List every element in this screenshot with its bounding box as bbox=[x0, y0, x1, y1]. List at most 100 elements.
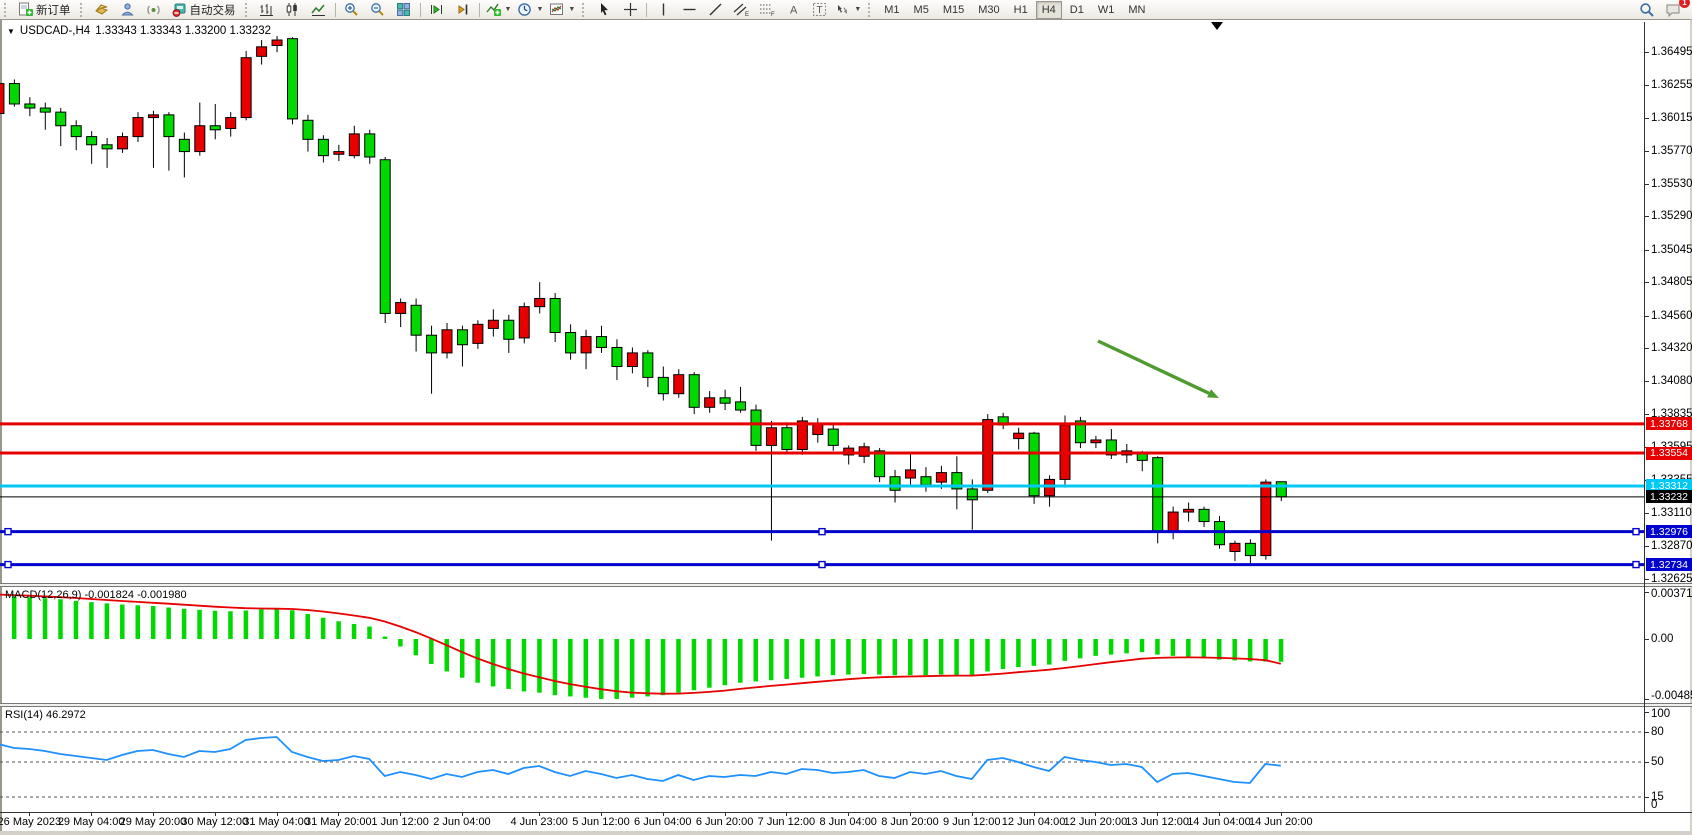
indicators-button[interactable]: ▼ bbox=[483, 0, 515, 19]
panel-separator-rsi[interactable] bbox=[0, 703, 1692, 707]
arrows-tool-button[interactable]: ▼ bbox=[832, 0, 864, 19]
macd-tick-label: 0.00 bbox=[1651, 633, 1674, 645]
rsi-tick-label: 15 bbox=[1651, 791, 1664, 803]
main-chart-canvas[interactable] bbox=[0, 22, 1644, 583]
vertical-line-tool-button[interactable] bbox=[650, 0, 676, 19]
price-tick bbox=[1645, 249, 1649, 251]
new-order-button[interactable]: 新订单 bbox=[13, 0, 76, 19]
timeframe-m5-button[interactable]: M5 bbox=[913, 3, 929, 16]
price-axis-line bbox=[1644, 22, 1645, 812]
toolbar-separator bbox=[478, 2, 480, 17]
trend-arrow-annotation[interactable] bbox=[1097, 339, 1219, 398]
template-icon bbox=[550, 3, 564, 15]
fibonacci-icon: F bbox=[759, 4, 775, 17]
auto-trading-button[interactable]: 自动交易 bbox=[167, 0, 241, 19]
signals-button[interactable] bbox=[141, 0, 167, 19]
price-tick-label: 1.34320 bbox=[1651, 342, 1692, 355]
chart-title: ▼ USDCAD-,H4 1.33343 1.33343 1.33200 1.3… bbox=[7, 25, 271, 37]
panel-separator-macd[interactable] bbox=[0, 583, 1692, 587]
price-tick bbox=[1645, 282, 1649, 284]
auto-scroll-button[interactable] bbox=[424, 0, 450, 19]
line-selection-handle[interactable] bbox=[4, 560, 12, 569]
rsi-panel-canvas[interactable] bbox=[0, 706, 1644, 812]
market-watch-button[interactable] bbox=[89, 0, 115, 19]
chart-ohlc-values: 1.33343 1.33343 1.33200 1.33232 bbox=[95, 25, 272, 37]
time-tick bbox=[276, 812, 278, 816]
price-lines[interactable] bbox=[0, 422, 1644, 569]
rsi-tick-label: 80 bbox=[1651, 726, 1664, 738]
line-selection-handle[interactable] bbox=[1632, 527, 1640, 536]
price-tick bbox=[1645, 545, 1649, 547]
macd-panel-canvas[interactable] bbox=[0, 586, 1644, 703]
time-axis-line bbox=[0, 812, 1692, 813]
timeframe-w1-button[interactable]: W1 bbox=[1097, 3, 1115, 16]
chat-bubble-icon bbox=[1666, 4, 1680, 17]
text-tool-button[interactable]: A bbox=[780, 0, 806, 19]
timeframe-h1-button[interactable]: H1 bbox=[1013, 3, 1028, 16]
toolbar-separator bbox=[646, 2, 648, 17]
time-tick bbox=[1095, 812, 1097, 816]
time-tick-label: 1 Jun 12:00 bbox=[371, 816, 429, 828]
time-tick bbox=[1219, 812, 1220, 816]
line-selection-handle[interactable] bbox=[818, 560, 826, 569]
rsi-tick-label: 100 bbox=[1651, 708, 1671, 720]
chart-shift-button[interactable] bbox=[450, 0, 476, 19]
timeframe-m1-button[interactable]: M1 bbox=[884, 3, 900, 16]
macd-tick bbox=[1645, 699, 1649, 701]
trendline-tool-button[interactable] bbox=[702, 0, 728, 19]
main-toolbar: 新订单 自动交易 bbox=[0, 0, 1692, 20]
bar-chart-mode-button[interactable] bbox=[254, 0, 280, 19]
text-label-tool-button[interactable]: T bbox=[806, 0, 832, 19]
search-icon bbox=[1640, 2, 1654, 17]
timeframe-mn-button[interactable]: MN bbox=[1128, 3, 1146, 16]
line-selection-handle[interactable] bbox=[818, 527, 826, 536]
line-chart-mode-button[interactable] bbox=[306, 0, 332, 19]
time-tick-label: 29 May 20:00 bbox=[119, 816, 187, 828]
rsi-tick bbox=[1645, 811, 1649, 813]
periods-button[interactable]: ▼ bbox=[514, 0, 546, 19]
candle-chart-mode-button[interactable] bbox=[280, 0, 306, 19]
price-tick bbox=[1645, 414, 1649, 416]
tile-windows-button[interactable] bbox=[391, 0, 417, 19]
time-tick bbox=[29, 812, 31, 816]
rsi-tick bbox=[1645, 761, 1649, 763]
templates-button[interactable]: ▼ bbox=[546, 0, 578, 19]
crosshair-tool-button[interactable] bbox=[617, 0, 643, 19]
price-line-label: 1.32734 bbox=[1646, 558, 1692, 572]
chart-window bbox=[0, 19, 1690, 833]
toolbar-separator bbox=[419, 2, 421, 17]
chart-corner-marker-icon[interactable] bbox=[1211, 22, 1223, 30]
zoom-in-button[interactable] bbox=[339, 0, 365, 19]
search-button[interactable] bbox=[1634, 0, 1660, 19]
gold-box-icon bbox=[94, 4, 109, 15]
periods-dropdown-caret: ▼ bbox=[536, 6, 544, 13]
price-tick-label: 1.36255 bbox=[1651, 79, 1692, 92]
time-tick bbox=[786, 812, 788, 816]
candlesticks bbox=[0, 35, 1287, 564]
text-icon: A bbox=[790, 5, 798, 17]
line-selection-handle[interactable] bbox=[4, 527, 12, 536]
crosshair-icon bbox=[623, 3, 637, 16]
cursor-tool-button[interactable] bbox=[591, 0, 617, 19]
auto-scroll-icon bbox=[431, 5, 442, 14]
timeframe-m30-button[interactable]: M30 bbox=[978, 3, 1000, 16]
arrows-icon bbox=[838, 5, 848, 14]
price-tick-label: 1.36495 bbox=[1651, 46, 1692, 59]
timeframe-m15-button[interactable]: M15 bbox=[942, 3, 965, 16]
zoom-out-button[interactable] bbox=[365, 0, 391, 19]
price-tick-label: 1.32870 bbox=[1651, 539, 1692, 552]
price-tick-label: 1.33110 bbox=[1651, 506, 1692, 519]
symbol-dropdown-icon[interactable]: ▼ bbox=[7, 26, 15, 36]
timeframe-h4-button[interactable]: H4 bbox=[1035, 0, 1062, 19]
svg-text:E: E bbox=[745, 12, 749, 17]
indicators-icon bbox=[485, 3, 501, 16]
horizontal-line-tool-button[interactable] bbox=[676, 0, 702, 19]
fibonacci-tool-button[interactable]: F bbox=[754, 0, 780, 19]
equidistant-channel-tool-button[interactable]: E bbox=[728, 0, 754, 19]
accounts-button[interactable] bbox=[115, 0, 141, 19]
price-tick-label: 1.35770 bbox=[1651, 145, 1692, 158]
line-selection-handle[interactable] bbox=[1632, 560, 1640, 569]
timeframe-d1-button[interactable]: D1 bbox=[1069, 3, 1084, 16]
time-tick-label: 8 Jun 20:00 bbox=[881, 816, 939, 828]
notifications-button[interactable]: 1 bbox=[1660, 0, 1690, 19]
